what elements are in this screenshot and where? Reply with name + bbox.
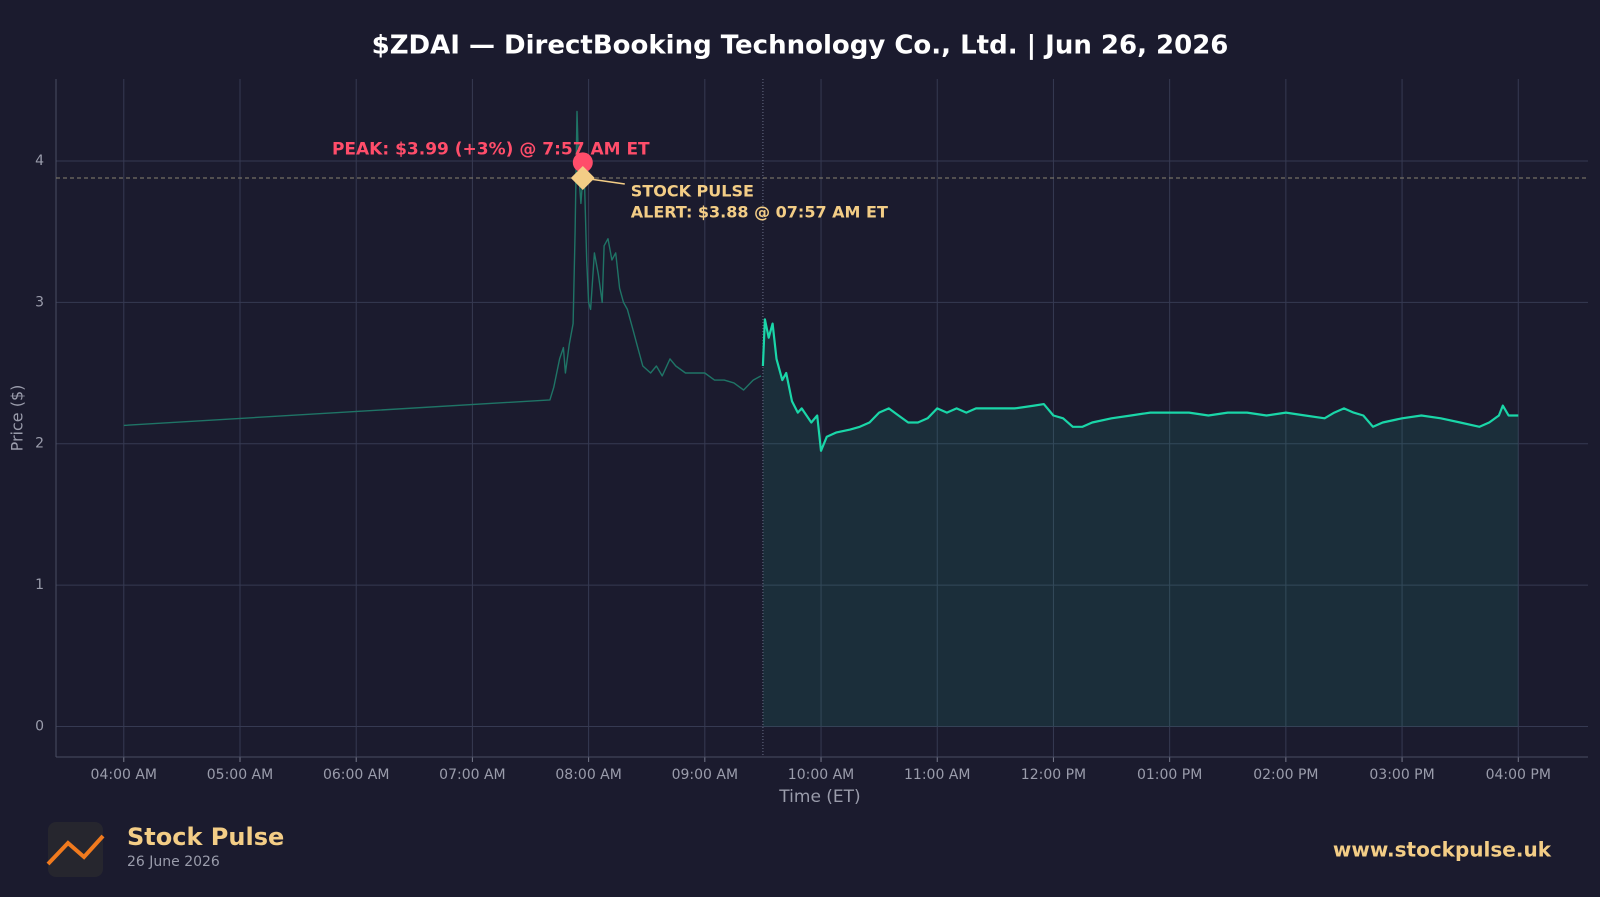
peak-label: PEAK: $3.99 (+3%) @ 7:57 AM ET — [332, 139, 650, 159]
chart-title: $ZDAI — DirectBooking Technology Co., Lt… — [372, 31, 1229, 61]
y-tick-label: 1 — [35, 577, 44, 593]
peak-marker — [572, 152, 593, 173]
y-tick-label: 4 — [35, 153, 44, 169]
x-tick-label: 10:00 AM — [788, 767, 854, 783]
website-url: www.stockpulse.uk — [1333, 838, 1552, 862]
x-tick-label: 08:00 AM — [555, 767, 621, 783]
x-axis-label: Time (ET) — [778, 787, 860, 807]
x-tick-label: 01:00 PM — [1137, 767, 1202, 783]
x-tick-label: 04:00 AM — [91, 767, 157, 783]
x-tick-label: 04:00 PM — [1486, 767, 1551, 783]
y-tick-label: 2 — [35, 436, 44, 452]
alert-label: ALERT: $3.88 @ 07:57 AM ET — [631, 202, 888, 221]
x-tick-label: 11:00 AM — [904, 767, 970, 783]
brand-date: 26 June 2026 — [127, 854, 220, 870]
x-tick-label: 05:00 AM — [207, 767, 273, 783]
x-tick-label: 09:00 AM — [672, 767, 738, 783]
price-line — [123, 110, 762, 427]
area-fill — [762, 319, 1519, 727]
x-tick-label: 02:00 PM — [1253, 767, 1318, 783]
alert-marker — [570, 165, 595, 190]
x-tick-label: 07:00 AM — [439, 767, 505, 783]
alert-title: STOCK PULSE — [631, 181, 754, 200]
x-tick-label: 06:00 AM — [323, 767, 389, 783]
y-tick-label: 3 — [35, 294, 44, 310]
y-axis-label: Price ($) — [8, 385, 27, 452]
y-tick-label: 0 — [35, 718, 44, 734]
x-tick-label: 03:00 PM — [1369, 767, 1434, 783]
brand-name: Stock Pulse — [127, 823, 284, 851]
x-tick-label: 12:00 PM — [1021, 767, 1086, 783]
logo — [46, 822, 105, 877]
price-line — [761, 318, 1519, 452]
